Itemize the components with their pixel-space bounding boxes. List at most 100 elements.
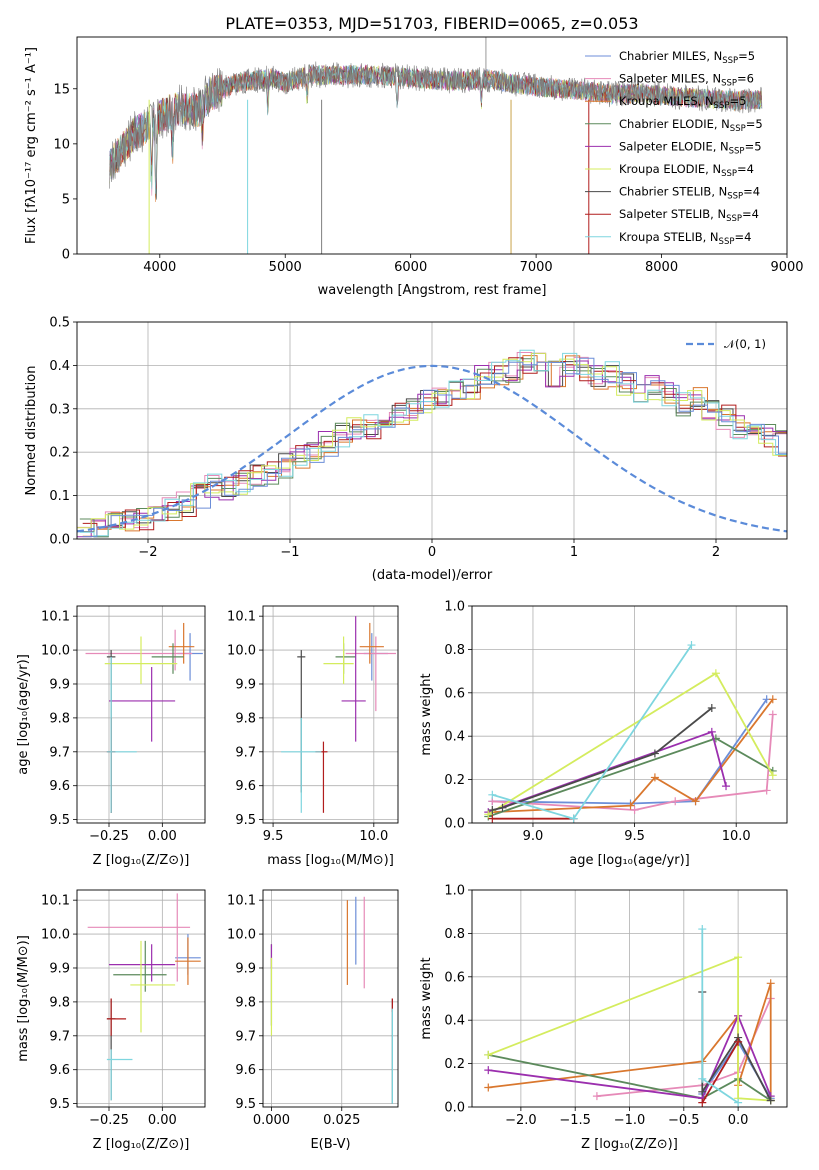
legend-entry-name: Kroupa ELODIE, N	[619, 162, 721, 176]
y-tick-label: 0.2	[444, 773, 465, 788]
legend-entry-chabrier_stelib: Chabrier STELIB, NSSP=4	[619, 185, 760, 202]
axes-frame	[76, 889, 206, 1108]
y-tick-label: 0.2	[49, 446, 70, 461]
mass-vs-ebv-plot: 0.000 0.025 9.5 9.6 9.7 9.8 9.9 10.0 10.1 E(B-V)	[227, 889, 399, 1152]
weight-marker-salpeter_miles	[671, 797, 680, 806]
y-tick-label: 10.0	[41, 644, 70, 659]
y-tick-label: 10.1	[227, 610, 256, 625]
histogram-step	[77, 352, 787, 538]
figure-title: PLATE=0353, MJD=51703, FIBERID=0065, z=0…	[225, 14, 638, 33]
legend-entry-sub: SSP	[722, 56, 738, 66]
legend-entry-sub: SSP	[721, 79, 737, 89]
weight-marker-kroupa_elodie	[711, 669, 720, 678]
legend-entry-sub: SSP	[727, 192, 743, 202]
y-tick-label: 0.6	[444, 686, 465, 701]
age-vs-mass-plot: 9.5 10.0 9.5 9.6 9.7 9.8 9.9 10.0 10.1 mass [log₁…	[227, 605, 399, 868]
y-tick-label: 9.6	[49, 1063, 70, 1078]
weight-marker-kroupa_miles	[768, 695, 777, 704]
weight-marker-salpeter_miles	[630, 805, 639, 814]
plot-area	[484, 641, 777, 823]
y-tick-label: 9.7	[49, 1029, 70, 1044]
legend-entry-suffix: =5	[729, 94, 746, 108]
x-tick-label: 4000	[143, 260, 176, 275]
x-tick-label: 0.025	[323, 1113, 360, 1128]
legend-entry-sub: SSP	[719, 237, 735, 247]
y-tick-label: 10.0	[227, 928, 256, 943]
legend-entry-suffix: =4	[737, 162, 754, 176]
axes-frame	[76, 321, 788, 540]
weight-marker-salpeter_stelib	[698, 1098, 707, 1107]
x-tick-label: 5000	[269, 260, 302, 275]
legend-entry-name: Chabrier STELIB, N	[619, 185, 727, 199]
x-tick-label: −0.25	[89, 829, 129, 844]
weight-marker-kroupa_stelib	[698, 1074, 707, 1083]
weight-marker-chabrier_stelib	[498, 803, 507, 812]
y-axis-label: mass [log₁₀(M/M⊙)]	[16, 935, 31, 1062]
legend-entry-salpeter_miles: Salpeter MILES, NSSP=6	[619, 72, 754, 89]
x-tick-label: 0.0	[728, 1113, 749, 1128]
plot-area	[85, 622, 203, 813]
weight-line-chabrier_elodie	[488, 1054, 772, 1102]
x-axis-label: Z [log₁₀(Z/Z⊙)]	[581, 1137, 678, 1152]
x-tick-label: 9.5	[624, 829, 645, 844]
y-tick-label: 9.6	[49, 779, 70, 794]
x-tick-label: 10.0	[722, 829, 751, 844]
legend-entry-kroupa_elodie: Kroupa ELODIE, NSSP=4	[619, 162, 754, 179]
legend-entry-kroupa_miles: Kroupa MILES, NSSP=5	[619, 94, 746, 111]
y-tick-label: 0	[62, 248, 70, 263]
x-tick-label: 0.000	[253, 1113, 290, 1128]
weight-marker-chabrier_stelib	[488, 805, 497, 814]
y-tick-label: 0.0	[444, 1101, 465, 1116]
y-tick-label: 10.0	[227, 644, 256, 659]
weight-marker-salpeter_elodie	[722, 782, 731, 791]
x-tick-label: 0	[428, 545, 436, 560]
weight-marker-kroupa_stelib	[569, 814, 578, 823]
spectrum-data-line	[109, 61, 763, 189]
y-tick-label: 1.0	[444, 884, 465, 899]
legend-entry-sub: SSP	[721, 169, 737, 179]
x-tick-label: −1.5	[559, 1113, 591, 1128]
x-tick-label: −2	[138, 545, 157, 560]
legend-entry-kroupa_stelib: Kroupa STELIB, NSSP=4	[619, 230, 751, 247]
weight-line-salpeter_elodie	[488, 1013, 772, 1100]
y-tick-label: 0.4	[49, 359, 70, 374]
y-tick-label: 9.5	[235, 813, 256, 828]
weight-marker-kroupa_miles	[766, 979, 775, 988]
legend-entry-chabrier_elodie: Chabrier ELODIE, NSSP=5	[619, 117, 763, 134]
x-tick-label: 2	[712, 545, 720, 560]
weight-marker-kroupa_elodie	[484, 1050, 493, 1059]
legend-entry-sub: SSP	[714, 101, 730, 111]
y-tick-label: 9.9	[235, 961, 256, 976]
x-axis-label: Z [log₁₀(Z/Z⊙)]	[93, 1137, 190, 1152]
y-tick-label: 9.7	[49, 745, 70, 760]
legend-entry-suffix: =4	[742, 207, 759, 221]
weight-marker-kroupa_elodie	[484, 810, 493, 819]
weight-line-kroupa_stelib	[701, 929, 739, 1104]
x-axis-label: mass [log₁₀(M/M⊙)]	[267, 853, 394, 868]
y-tick-label: 9.9	[49, 677, 70, 692]
legend-entry-name: Salpeter ELODIE, N	[619, 139, 729, 153]
y-tick-label: 0.6	[444, 970, 465, 985]
spectrum-plot: 4000 5000 6000 7000 8000 9000 0 5 10 15 wavelength…	[24, 36, 804, 298]
y-tick-label: 9.5	[235, 1097, 256, 1112]
y-tick-label: 9.7	[235, 745, 256, 760]
weight-vs-metallicity-plot: −2.0 −1.5 −1.0 −0.5 0.0 0.0 0.2 0.4 0.6 0.8 1.0 Z […	[419, 884, 788, 1152]
x-tick-label: −1.0	[614, 1113, 646, 1128]
weight-marker-salpeter_miles	[762, 786, 771, 795]
x-tick-label: −2.0	[505, 1113, 537, 1128]
axes-frame	[76, 605, 206, 824]
axes-frame	[471, 889, 788, 1108]
weight-marker-kroupa_stelib	[488, 790, 497, 799]
x-axis-label: (data-model)/error	[372, 568, 493, 583]
age-vs-metallicity-plot: −0.25 0.00 9.5 9.6 9.7 9.8 9.9 10.0 10.1 Z [log₁₀…	[16, 605, 206, 868]
x-axis-label: wavelength [Angstrom, rest frame]	[318, 283, 547, 298]
y-tick-label: 9.8	[235, 995, 256, 1010]
y-tick-label: 15	[53, 82, 70, 97]
y-tick-label: 9.6	[235, 779, 256, 794]
weight-marker-kroupa_elodie	[768, 771, 777, 780]
legend-entry-gaussian: 𝒩(0, 1)	[724, 337, 766, 351]
x-tick-label: −0.5	[668, 1113, 700, 1128]
y-tick-label: 0.3	[49, 402, 70, 417]
